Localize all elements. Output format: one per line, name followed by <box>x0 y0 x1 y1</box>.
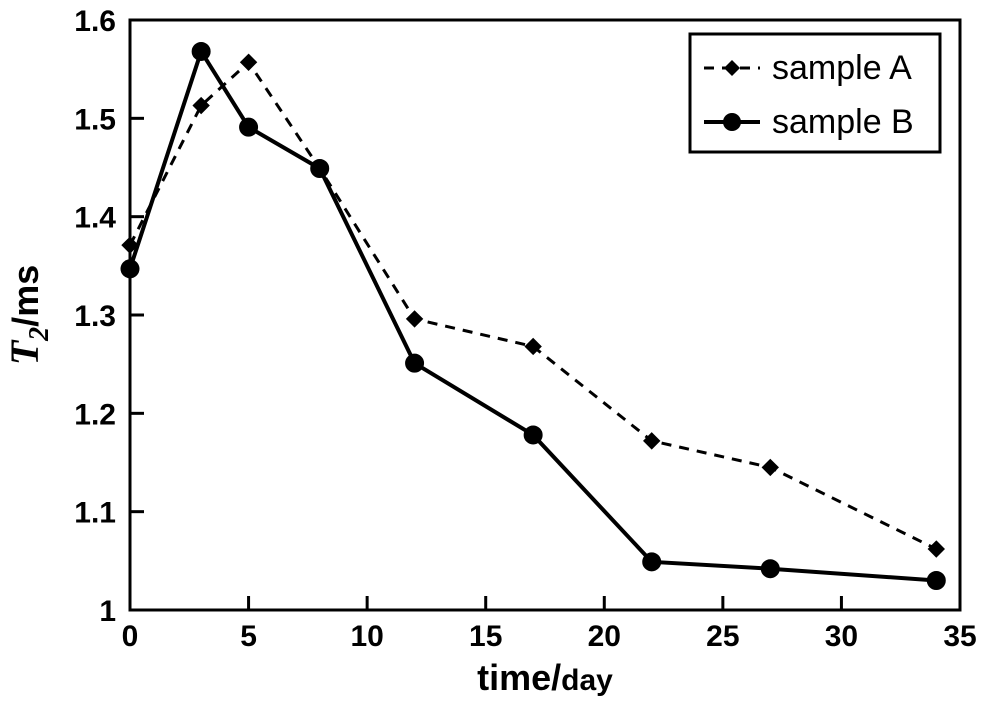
y-tick-label: 1.2 <box>74 398 116 431</box>
y-tick-label: 1.3 <box>74 300 116 333</box>
x-tick-label: 25 <box>706 620 739 653</box>
marker <box>761 560 779 578</box>
x-tick-label: 0 <box>122 620 139 653</box>
y-tick-label: 1.1 <box>74 497 116 530</box>
marker <box>240 118 258 136</box>
legend-label: sample A <box>772 49 912 87</box>
x-tick-label: 5 <box>240 620 257 653</box>
y-tick-label: 1 <box>99 595 116 628</box>
y-tick-label: 1.6 <box>74 5 116 38</box>
chart-container: 1 1.1 1.2 1.3 1.4 1.5 1.6 0 5 10 15 20 25 30 35 time/da… <box>0 0 1000 702</box>
chart-svg: 1 1.1 1.2 1.3 1.4 1.5 1.6 0 5 10 15 20 25 30 35 time/da… <box>0 0 1000 702</box>
x-tick-label: 10 <box>350 620 383 653</box>
x-tick-label: 15 <box>469 620 502 653</box>
y-tick-label: 1.4 <box>74 202 116 235</box>
marker <box>192 42 210 60</box>
x-tick-label: 35 <box>943 620 976 653</box>
marker <box>524 426 542 444</box>
marker <box>121 260 139 278</box>
marker <box>643 553 661 571</box>
marker <box>927 572 945 590</box>
legend-label: sample B <box>772 103 914 141</box>
x-tick-label: 30 <box>825 620 858 653</box>
x-axis-title: time/day <box>477 657 613 698</box>
legend-marker <box>723 113 741 131</box>
marker <box>406 354 424 372</box>
x-tick-label: 20 <box>588 620 621 653</box>
y-tick-label: 1.5 <box>74 103 116 136</box>
marker <box>311 159 329 177</box>
